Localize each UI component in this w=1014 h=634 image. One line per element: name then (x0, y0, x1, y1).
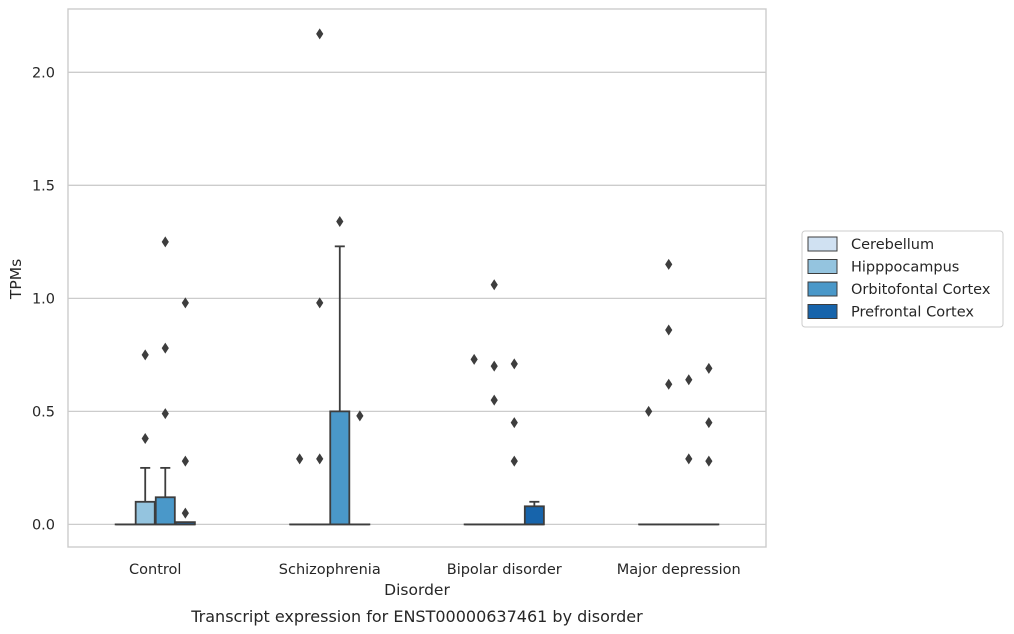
grid-lines (68, 71, 766, 526)
x-axis-label: Disorder (384, 581, 450, 599)
box-2-1 (134, 349, 156, 526)
outlier-point (141, 432, 149, 444)
y-tick-label: 0.5 (32, 404, 55, 420)
x-tick-label: Bipolar disorder (447, 562, 562, 578)
legend-item: Orbitofontal Cortex (807, 281, 991, 298)
box-body (523, 505, 545, 526)
box-2-4 (658, 258, 680, 526)
outlier-point (470, 353, 478, 365)
legend-label: Cerebellum (851, 237, 934, 253)
outlier-point (685, 453, 693, 465)
outlier-point (665, 258, 673, 270)
x-tick-labels: Control Schizophrenia Bipolar disorder Majo… (129, 562, 741, 578)
outlier-point (665, 324, 673, 336)
box-3-2 (329, 215, 351, 526)
legend-item: Hipppocampus (807, 259, 959, 276)
box-3-4 (678, 374, 700, 526)
legend-swatch (807, 259, 838, 274)
box-2-3 (483, 279, 505, 526)
outlier-point (161, 408, 169, 420)
legend-label: Prefrontal Cortex (851, 305, 974, 321)
outlier-point (356, 410, 364, 422)
y-axis-label: TPMs (7, 259, 25, 300)
legend-item: Cerebellum (807, 236, 934, 253)
outlier-point (316, 297, 324, 309)
y-tick-label: 1.0 (32, 291, 55, 307)
outlier-point (510, 358, 518, 370)
legend-item: Prefrontal Cortex (807, 304, 974, 321)
box-series (114, 28, 720, 526)
box-body (329, 410, 351, 526)
outlier-point (490, 360, 498, 372)
outlier-point (181, 297, 189, 309)
outlier-point (705, 455, 713, 467)
box-4-1 (174, 297, 196, 526)
box-1-3 (463, 353, 485, 526)
y-tick-label: 2.0 (32, 65, 55, 81)
legend-swatch (807, 304, 838, 319)
outlier-point (316, 28, 324, 40)
outlier-point (705, 417, 713, 429)
box-2-2 (309, 28, 331, 526)
legend-label: Orbitofontal Cortex (851, 282, 991, 298)
x-tick-label: Major depression (617, 562, 741, 578)
x-tick-label: Control (129, 562, 181, 578)
outlier-point (665, 378, 673, 390)
box-3-1 (154, 236, 176, 526)
y-tick-label: 0.0 (32, 517, 55, 533)
outlier-point (161, 342, 169, 354)
outlier-point (296, 453, 304, 465)
box-3-3 (503, 358, 525, 526)
outlier-point (645, 405, 653, 417)
box-4-4 (698, 362, 720, 526)
outlier-point (141, 349, 149, 361)
box-4-3 (523, 500, 545, 526)
outlier-point (336, 215, 344, 227)
legend-label: Hipppocampus (851, 260, 959, 276)
box-body (134, 500, 156, 526)
outlier-point (161, 236, 169, 248)
chart-caption: Transcript expression for ENST0000063746… (190, 607, 643, 626)
box-1-4 (638, 405, 660, 526)
outlier-point (181, 455, 189, 467)
plot-frame (67, 8, 767, 548)
outlier-point (685, 374, 693, 386)
outlier-point (316, 453, 324, 465)
outlier-point (490, 279, 498, 291)
legend: Cerebellum Hipppocampus Orbitofontal Corte… (801, 230, 1004, 328)
outlier-point (181, 507, 189, 519)
box-4-2 (349, 410, 371, 526)
legend-swatch (807, 236, 838, 252)
outlier-point (490, 394, 498, 406)
outlier-point (510, 417, 518, 429)
outlier-point (510, 455, 518, 467)
box-body (154, 496, 176, 526)
x-tick-label: Schizophrenia (279, 562, 381, 578)
box-1-2 (289, 453, 311, 526)
y-tick-label: 1.5 (32, 178, 55, 194)
y-tick-labels: 0.0 0.5 1.0 1.5 2.0 (32, 65, 55, 533)
legend-frame (801, 230, 1004, 328)
outlier-point (705, 362, 713, 374)
legend-swatch (807, 281, 838, 297)
